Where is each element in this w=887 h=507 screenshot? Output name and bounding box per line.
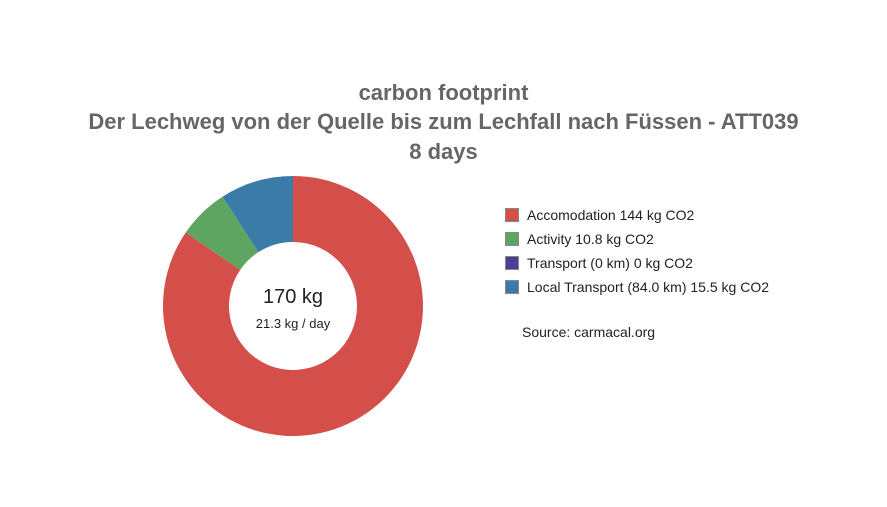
- legend-label: Activity 10.8 kg CO2: [527, 231, 654, 247]
- chart-title-line-3: 8 days: [409, 139, 478, 164]
- legend-item[interactable]: Local Transport (84.0 km) 15.5 kg CO2: [505, 279, 769, 295]
- chart-title-line-1: carbon footprint: [358, 80, 529, 105]
- legend-item[interactable]: Accomodation 144 kg CO2: [505, 207, 694, 223]
- source-label: Source: carmacal.org: [522, 324, 656, 340]
- center-total: 170 kg: [263, 286, 323, 308]
- donut-slice[interactable]: [162, 176, 423, 436]
- donut-slice[interactable]: [185, 196, 259, 270]
- donut-slice[interactable]: [222, 176, 293, 253]
- legend-swatch: [505, 232, 519, 246]
- legend-swatch: [505, 280, 519, 294]
- legend-label: Accomodation 144 kg CO2: [527, 207, 695, 223]
- legend-swatch: [505, 208, 519, 222]
- legend-label: Local Transport (84.0 km) 15.5 kg CO2: [527, 279, 769, 295]
- legend-item[interactable]: Activity 10.8 kg CO2: [505, 231, 654, 247]
- legend-swatch: [505, 256, 519, 270]
- chart-title-line-2: Der Lechweg von der Quelle bis zum Lechf…: [88, 109, 799, 134]
- center-per-day: 21.3 kg / day: [256, 316, 331, 331]
- legend-item[interactable]: Transport (0 km) 0 kg CO2: [505, 255, 693, 271]
- legend-label: Transport (0 km) 0 kg CO2: [527, 255, 693, 271]
